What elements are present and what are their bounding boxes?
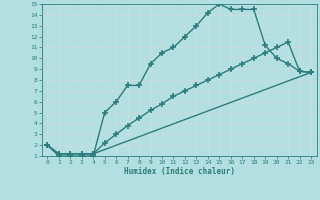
X-axis label: Humidex (Indice chaleur): Humidex (Indice chaleur)	[124, 167, 235, 176]
